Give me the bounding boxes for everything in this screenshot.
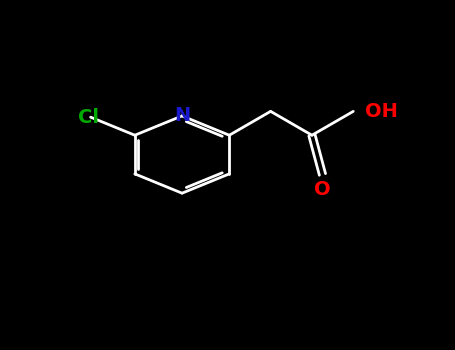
Text: Cl: Cl [78, 108, 99, 127]
Text: OH: OH [364, 102, 398, 121]
Text: N: N [174, 106, 190, 125]
Text: O: O [314, 180, 331, 199]
